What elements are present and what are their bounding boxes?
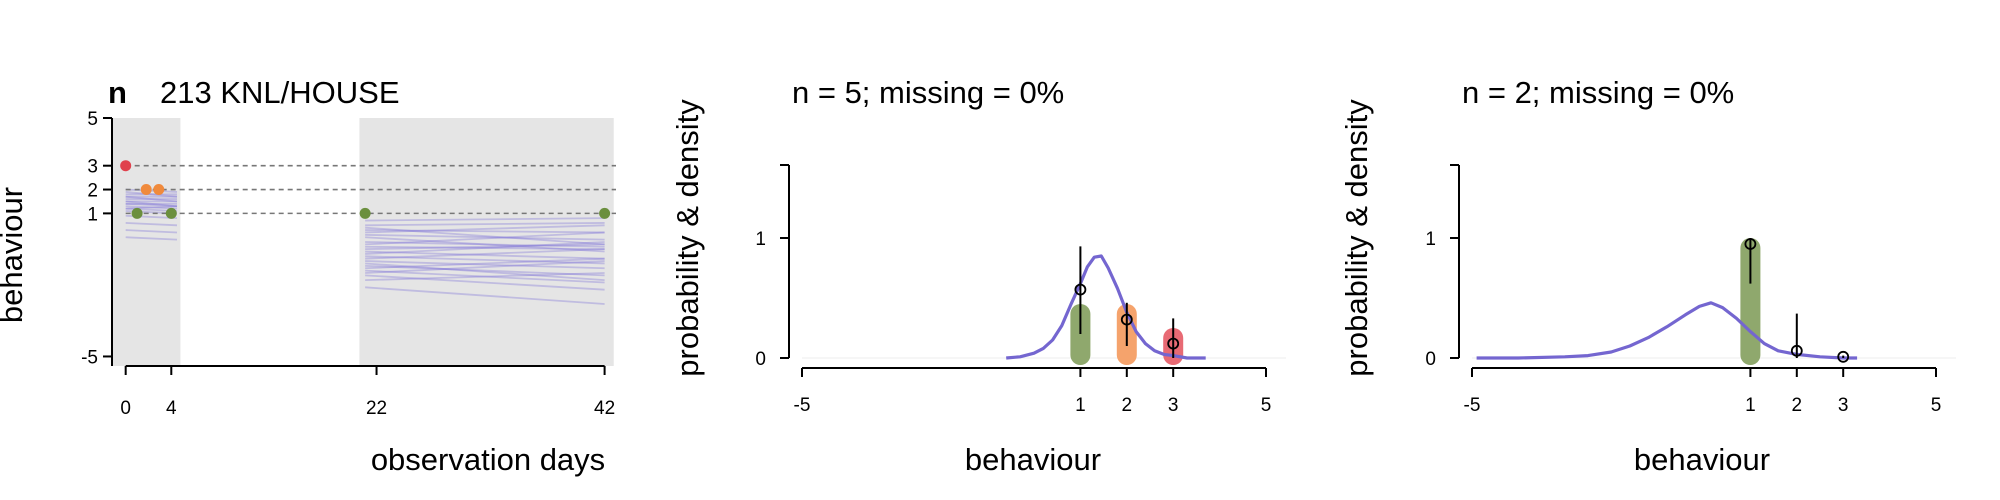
trajectory-line bbox=[125, 229, 178, 234]
y-tick-label: -5 bbox=[81, 347, 98, 368]
x-tick-label: 3 bbox=[1838, 395, 1849, 416]
trajectory-line bbox=[365, 286, 605, 305]
panel-c-x-axis-title: behaviour bbox=[1634, 442, 1770, 477]
trajectory-line bbox=[365, 231, 605, 246]
estimate-point bbox=[1837, 350, 1850, 363]
y-tick-label: 1 bbox=[1425, 229, 1436, 250]
y-tick-label: 0 bbox=[755, 349, 766, 370]
estimate-point bbox=[1120, 313, 1133, 326]
y-tick-label: 2 bbox=[87, 181, 98, 202]
observation-point bbox=[120, 160, 132, 172]
panel-b-title: n = 5; missing = 0% bbox=[792, 75, 1064, 110]
trajectory-line bbox=[365, 226, 605, 246]
trajectory-line bbox=[365, 222, 605, 227]
density-curve bbox=[1476, 301, 1858, 360]
panel-c-distribution: n = 2; missing = 0% behaviour probabilit… bbox=[1339, 75, 1956, 477]
y-tick-label: 1 bbox=[87, 204, 98, 225]
x-tick-label: 0 bbox=[120, 398, 131, 419]
x-tick-label: 4 bbox=[166, 398, 177, 419]
y-tick-label: 3 bbox=[87, 157, 98, 178]
x-tick-label: 5 bbox=[1931, 395, 1942, 416]
trajectory-line bbox=[125, 205, 178, 210]
x-tick-label: 1 bbox=[1075, 395, 1086, 416]
x-tick-label: 42 bbox=[594, 398, 615, 419]
trajectory-line bbox=[365, 233, 605, 241]
shaded-interval bbox=[359, 118, 614, 366]
observation-point bbox=[131, 207, 143, 219]
estimate-point bbox=[1790, 344, 1803, 357]
panel-c-y-axis-title: probability & density bbox=[1339, 99, 1374, 377]
trajectory-line bbox=[125, 195, 178, 203]
x-tick-label: 2 bbox=[1122, 395, 1133, 416]
estimate-point bbox=[1167, 337, 1180, 350]
trajectory-line bbox=[365, 262, 605, 282]
trajectory-line bbox=[365, 257, 605, 270]
x-tick-label: 1 bbox=[1745, 395, 1756, 416]
trajectory-line bbox=[125, 236, 178, 241]
trajectory-line bbox=[365, 260, 605, 270]
trajectory-line bbox=[365, 255, 605, 265]
probability-bar bbox=[1740, 238, 1761, 365]
panel-a-title: 213 KNL/HOUSE bbox=[160, 75, 400, 110]
observation-point bbox=[165, 207, 177, 219]
trajectory-line bbox=[365, 241, 605, 248]
y-tick-label: 0 bbox=[1425, 349, 1436, 370]
panel-b-distribution: n = 5; missing = 0% behaviour probabilit… bbox=[670, 75, 1286, 477]
trajectory-line bbox=[365, 260, 605, 274]
trajectory-line bbox=[365, 274, 605, 291]
trajectory-line bbox=[125, 205, 178, 210]
shaded-interval bbox=[112, 118, 181, 366]
trajectory-line bbox=[365, 264, 605, 277]
observation-point bbox=[153, 184, 165, 196]
estimate-point bbox=[1074, 283, 1087, 296]
panel-a-y-axis-title: behaviour bbox=[0, 187, 29, 323]
x-tick-label: -5 bbox=[794, 395, 811, 416]
density-curve bbox=[1006, 254, 1206, 360]
x-tick-label: 2 bbox=[1792, 395, 1803, 416]
trajectory-line bbox=[365, 250, 605, 260]
trajectory-line bbox=[365, 229, 605, 234]
x-tick-label: 5 bbox=[1261, 395, 1272, 416]
trajectory-line bbox=[365, 236, 605, 253]
observation-point bbox=[599, 207, 611, 219]
y-tick-label: 1 bbox=[755, 229, 766, 250]
trajectory-line bbox=[365, 248, 605, 260]
panel-a-letter: n bbox=[108, 75, 127, 110]
trajectory-line bbox=[125, 202, 178, 208]
trajectory-line bbox=[125, 191, 178, 198]
trajectory-line bbox=[365, 269, 605, 284]
probability-bar bbox=[1070, 304, 1091, 365]
x-tick-label: 3 bbox=[1168, 395, 1179, 416]
trajectory-line bbox=[365, 243, 605, 251]
x-tick-label: 22 bbox=[366, 398, 387, 419]
panel-b-x-axis-title: behaviour bbox=[965, 442, 1101, 477]
trajectory-line bbox=[365, 217, 605, 222]
panel-c-title: n = 2; missing = 0% bbox=[1462, 75, 1734, 110]
x-tick-label: -5 bbox=[1464, 395, 1481, 416]
trajectory-line bbox=[125, 200, 178, 208]
panel-a-trajectories: n 213 KNL/HOUSE observation days behavio… bbox=[0, 75, 616, 477]
trajectory-line bbox=[365, 224, 605, 234]
estimate-point bbox=[1744, 238, 1757, 250]
panel-a-x-axis-title: observation days bbox=[371, 442, 605, 477]
trajectory-line bbox=[125, 222, 178, 227]
panel-b-y-axis-title: probability & density bbox=[670, 99, 705, 377]
observation-point bbox=[359, 207, 371, 219]
observation-point bbox=[140, 184, 152, 196]
trajectory-line bbox=[365, 245, 605, 251]
trajectory-line bbox=[365, 241, 605, 255]
y-tick-label: 5 bbox=[87, 109, 98, 130]
trajectory-line bbox=[365, 272, 605, 282]
